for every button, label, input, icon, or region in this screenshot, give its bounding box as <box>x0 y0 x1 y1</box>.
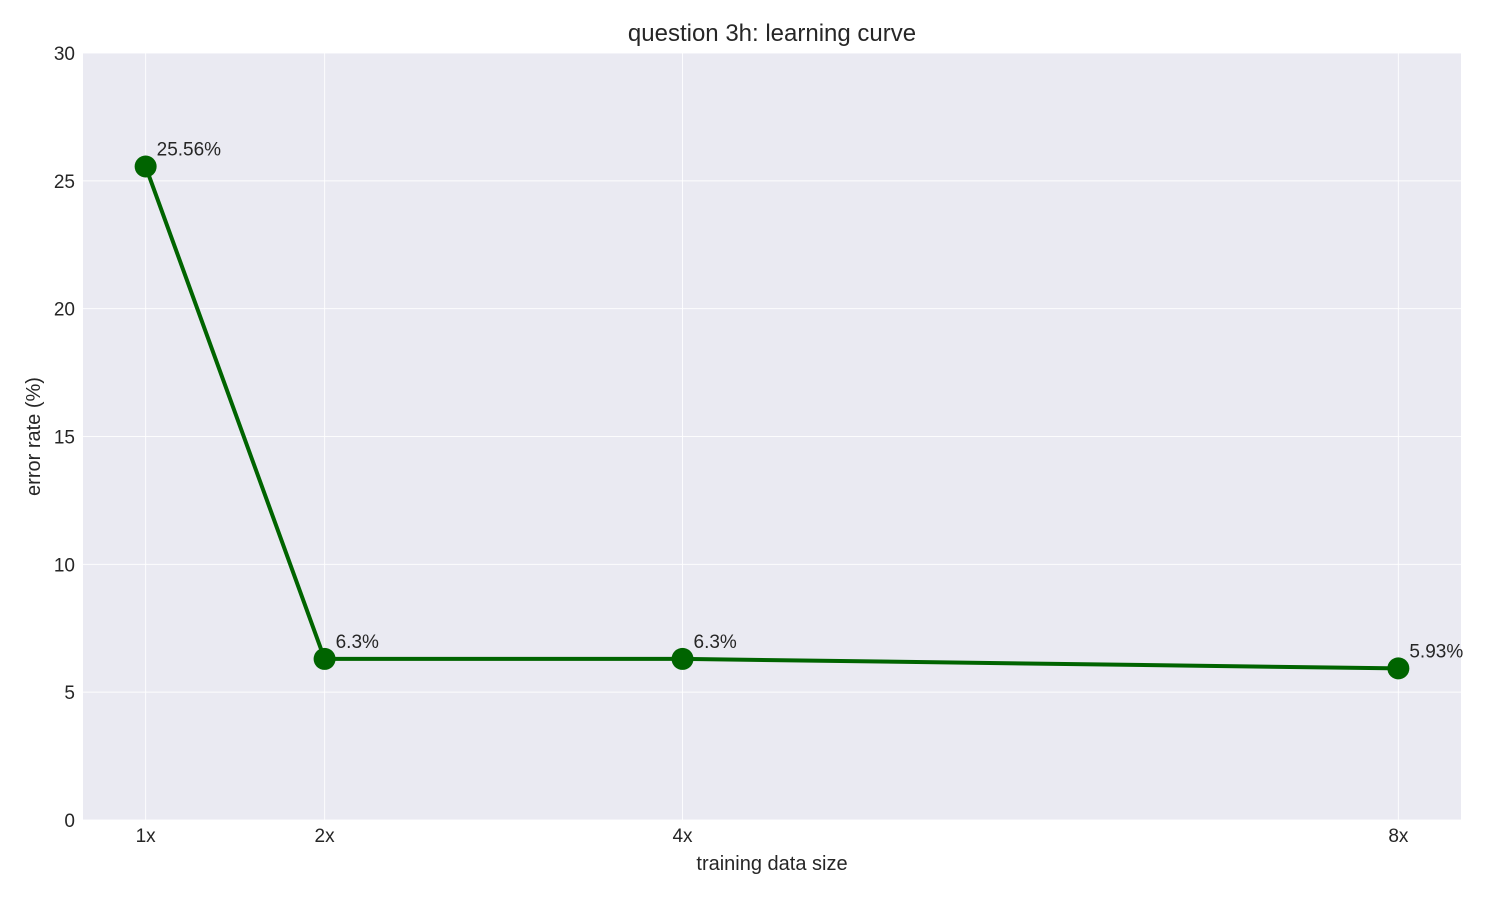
data-label: 6.3% <box>694 632 737 653</box>
data-label: 6.3% <box>336 632 379 653</box>
tick-labels: 0 5 10 15 20 25 30 1x 2x 4x 8x <box>54 44 1409 847</box>
data-label: 25.56% <box>157 140 222 161</box>
data-point <box>134 155 157 178</box>
data-label: 5.93% <box>1409 641 1463 662</box>
y-tick-label: 30 <box>54 44 75 65</box>
y-axis-label: error rate (%) <box>23 377 45 496</box>
y-tick-label: 0 <box>64 811 75 832</box>
y-tick-label: 15 <box>54 428 75 449</box>
data-point <box>313 647 336 670</box>
y-tick-label: 25 <box>54 172 75 193</box>
y-tick-label: 10 <box>54 555 75 576</box>
chart-title: question 3h: learning curve <box>628 20 916 47</box>
x-axis-label: training data size <box>696 853 847 875</box>
x-tick-label: 2x <box>315 826 336 847</box>
data-point <box>671 647 694 670</box>
x-tick-label: 8x <box>1388 826 1409 847</box>
y-tick-label: 5 <box>64 683 75 704</box>
x-tick-label: 1x <box>136 826 157 847</box>
y-tick-label: 20 <box>54 300 75 321</box>
data-point <box>1387 657 1410 680</box>
series-line <box>143 165 1399 671</box>
gridlines <box>83 52 1461 821</box>
series-layer: 25.56% 6.3% 6.3% 5.93% <box>134 140 1463 680</box>
x-tick-label: 4x <box>672 826 693 847</box>
